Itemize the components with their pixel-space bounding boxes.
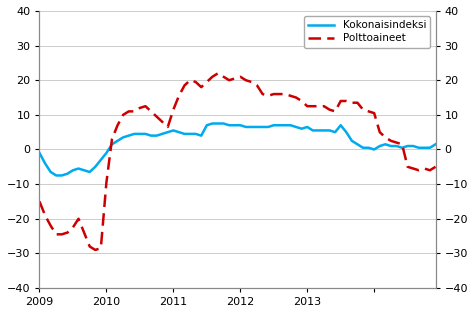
Kokonaisindeksi [410, 144, 416, 148]
Kokonaisindeksi [271, 123, 276, 127]
Kokonaisindeksi [37, 151, 42, 155]
Polttoaineet [433, 165, 438, 169]
Kokonaisindeksi [53, 174, 59, 177]
Polttoaineet [271, 92, 276, 96]
Polttoaineet [299, 99, 304, 103]
Polttoaineet [315, 104, 321, 108]
Polttoaineet [176, 94, 182, 98]
Kokonaisindeksi [98, 158, 104, 162]
Polttoaineet [215, 71, 221, 75]
Kokonaisindeksi [433, 143, 438, 146]
Kokonaisindeksi [176, 130, 182, 134]
Polttoaineet [98, 246, 104, 250]
Polttoaineet [37, 200, 42, 203]
Polttoaineet [93, 248, 98, 252]
Line: Polttoaineet: Polttoaineet [39, 73, 436, 250]
Polttoaineet [410, 167, 416, 171]
Legend: Kokonaisindeksi, Polttoaineet: Kokonaisindeksi, Polttoaineet [304, 16, 430, 48]
Kokonaisindeksi [299, 127, 304, 131]
Line: Kokonaisindeksi: Kokonaisindeksi [39, 123, 436, 176]
Kokonaisindeksi [315, 128, 321, 132]
Kokonaisindeksi [209, 122, 215, 125]
